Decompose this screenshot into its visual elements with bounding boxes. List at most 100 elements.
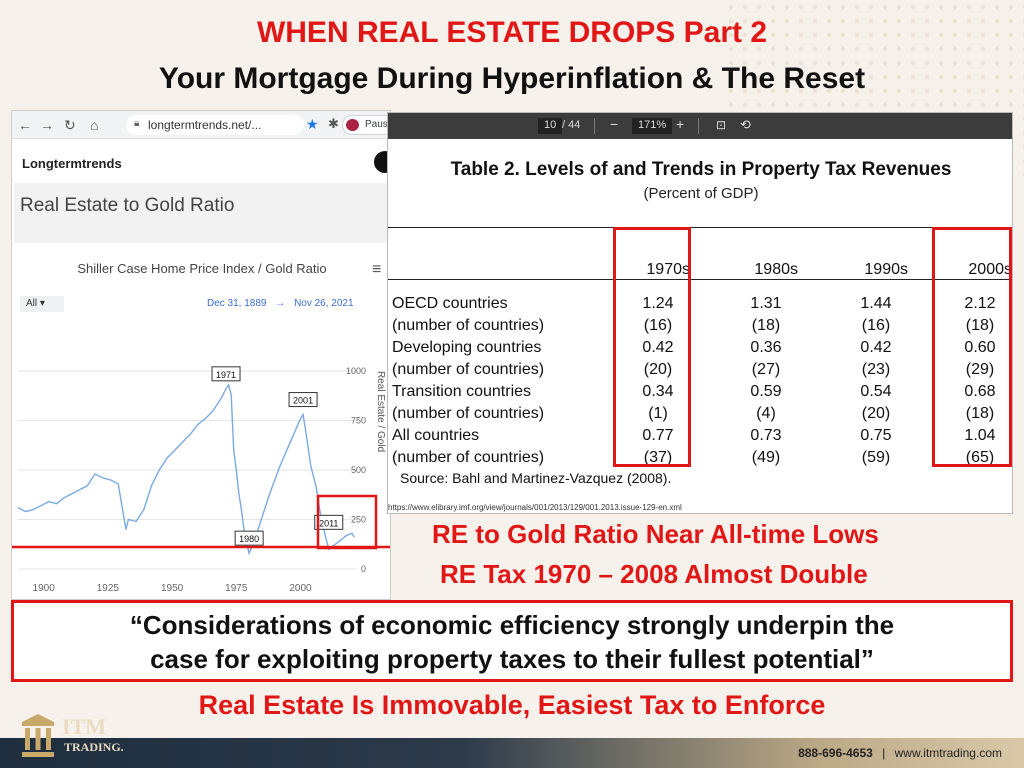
column-header: 1970s xyxy=(646,261,690,278)
y-axis-label: Real Estate / Gold xyxy=(375,371,386,452)
annotation-flag: 2011 xyxy=(314,514,344,530)
table-cell: (18) xyxy=(965,317,995,334)
table-subtitle: (Percent of GDP) xyxy=(643,185,759,202)
back-icon[interactable]: ← xyxy=(18,117,32,133)
table-cell: 0.68 xyxy=(964,383,996,400)
table-cell: (18) xyxy=(965,405,995,422)
phone-number[interactable]: 888-696-4653 xyxy=(798,746,873,760)
page-total: / 44 xyxy=(562,119,581,131)
source-url[interactable]: https://www.elibrary.imf.org/view/journa… xyxy=(388,503,682,512)
bookmark-star-icon[interactable]: ★ xyxy=(306,116,319,132)
table-row-label: (number of countries) xyxy=(392,361,545,378)
dark-mode-icon[interactable] xyxy=(374,151,390,173)
annotation-label: 1971 xyxy=(216,370,236,380)
quote-line: case for exploiting property taxes to th… xyxy=(150,644,874,674)
table-cell: (20) xyxy=(861,405,891,422)
table-cell: (1) xyxy=(648,405,668,422)
table-cell: 0.73 xyxy=(750,427,782,444)
table-cell: 1.24 xyxy=(642,295,674,312)
x-tick-label: 1975 xyxy=(225,583,248,594)
footer-contact: 888-696-4653 | www.itmtrading.com xyxy=(798,746,1002,760)
table-row-label: (number of countries) xyxy=(392,317,545,334)
page-number-input[interactable]: 10 xyxy=(538,118,563,134)
table-row-label: Developing countries xyxy=(392,339,542,356)
annotation-box xyxy=(288,392,318,408)
y-tick-label: 500 xyxy=(351,465,366,475)
x-tick-label: 1950 xyxy=(161,583,184,594)
home-icon[interactable]: ⌂ xyxy=(90,117,99,133)
page-header: Real Estate to Gold Ratio xyxy=(14,183,390,243)
table-cell: 1.04 xyxy=(964,427,996,444)
rotate-icon[interactable]: ⟲ xyxy=(740,117,751,132)
y-tick-label: 750 xyxy=(351,416,366,426)
url-text: longtermtrends.net/... xyxy=(148,118,262,132)
logo-text: ITM xyxy=(62,714,106,739)
date-range[interactable]: Dec 31, 1889 → Nov 26, 2021 xyxy=(207,298,354,309)
fit-page-icon[interactable]: ⊡ xyxy=(716,118,727,132)
quote-line: “Considerations of economic efficiency s… xyxy=(129,610,895,640)
highlight-1970s-column xyxy=(613,227,691,467)
table-row-label: All countries xyxy=(392,427,480,444)
quote-box: “Considerations of economic efficiency s… xyxy=(11,600,1013,682)
table-cell: 0.75 xyxy=(860,427,892,444)
table-header-rule xyxy=(388,279,1012,280)
table-cell: (16) xyxy=(643,317,673,334)
annotation-box xyxy=(314,514,344,530)
table-cell: (49) xyxy=(751,449,781,466)
date-to: Nov 26, 2021 xyxy=(294,298,354,309)
y-tick-label: 0 xyxy=(361,564,366,574)
address-bar[interactable]: 🔒︎ longtermtrends.net/... xyxy=(126,115,304,135)
table-title: Table 2. Levels of and Trends in Propert… xyxy=(450,159,952,180)
table-cell: (29) xyxy=(965,361,995,378)
zoom-in-button[interactable]: + xyxy=(676,116,685,132)
logo-subtext: TRADING. xyxy=(64,740,124,754)
annotation-label: 2001 xyxy=(293,396,313,406)
zoom-out-button[interactable]: − xyxy=(610,116,619,132)
range-select-button[interactable]: All ▾ xyxy=(20,296,64,312)
table-cell: 0.77 xyxy=(642,427,674,444)
itm-logo-icon xyxy=(22,714,54,757)
table-cell: 1.31 xyxy=(750,295,782,312)
x-tick-label: 1925 xyxy=(97,583,120,594)
table-row-label: Transition countries xyxy=(392,383,532,400)
table-cell: 0.42 xyxy=(642,339,674,356)
x-tick-label: 2000 xyxy=(289,583,312,594)
toolbar-divider xyxy=(594,118,595,134)
chart-menu-icon[interactable]: ≡ xyxy=(372,261,382,278)
table-cell: 0.54 xyxy=(860,383,892,400)
y-tick-label: 250 xyxy=(351,515,366,525)
page-current: 10 xyxy=(544,119,557,131)
site-brand[interactable]: Longtermtrends xyxy=(22,156,122,171)
pdf-viewer: 10 / 44 − 171% + ⊡ ⟲ Table 2. Levels of … xyxy=(387,112,1013,514)
column-header: 1990s xyxy=(864,261,908,278)
table-cell: 2.12 xyxy=(964,295,996,312)
extensions-icon[interactable]: ✱ xyxy=(328,116,339,131)
slide-subtitle: Your Mortgage During Hyperinflation & Th… xyxy=(158,62,866,95)
annotation-box xyxy=(234,530,264,546)
x-tick-label: 1900 xyxy=(33,583,56,594)
annotation-flag: 1971 xyxy=(211,366,241,382)
chart-title: Shiller Case Home Price Index / Gold Rat… xyxy=(77,261,327,276)
table-cell: (37) xyxy=(643,449,673,466)
table-cell: (4) xyxy=(756,405,776,422)
table-cell: (20) xyxy=(643,361,673,378)
annotation-box xyxy=(211,366,241,382)
highlight-2000s-column xyxy=(932,227,1012,467)
table-row-label: (number of countries) xyxy=(392,405,545,422)
annotation-label: 1980 xyxy=(239,534,259,544)
table-cell: 0.59 xyxy=(750,383,782,400)
contact-separator: | xyxy=(882,746,886,760)
note-re-gold-ratio: RE to Gold Ratio Near All-time Lows xyxy=(432,519,879,549)
reload-icon[interactable]: ↻ xyxy=(64,117,76,133)
forward-icon[interactable]: → xyxy=(40,117,54,133)
table-cell: 0.36 xyxy=(750,339,782,356)
table-cell: 0.42 xyxy=(860,339,892,356)
browser-toolbar: ← → ↻ ⌂ 🔒︎ longtermtrends.net/... ★ ✱ Pa… xyxy=(12,111,390,139)
zoom-level[interactable]: 171% xyxy=(632,118,673,134)
table-cell: (65) xyxy=(965,449,995,466)
table-top-rule xyxy=(388,227,1012,228)
annotation-label: 2011 xyxy=(319,518,338,528)
website-link[interactable]: www.itmtrading.com xyxy=(894,746,1002,760)
profile-paused-button[interactable]: Paused xyxy=(342,115,390,135)
toolbar-divider xyxy=(698,118,699,134)
